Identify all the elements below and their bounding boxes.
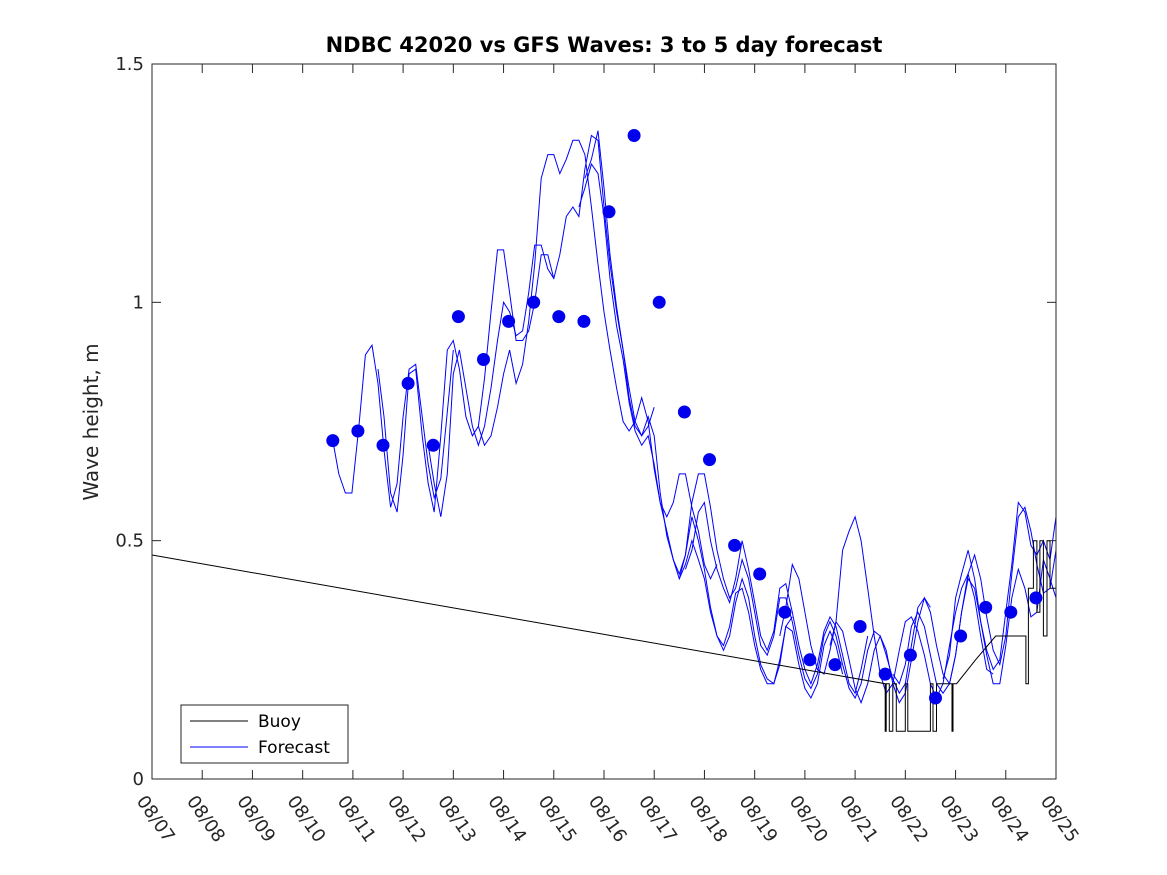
forecast-point [627, 129, 641, 142]
forecast-point [703, 453, 716, 467]
series-layer [151, 130, 1057, 732]
x-tick-label: 08/18 [684, 792, 731, 847]
x-tick-label: 08/14 [483, 792, 530, 847]
plot-area [151, 63, 1057, 780]
forecast-point [326, 434, 340, 448]
chart-title: NDBC 42020 vs GFS Waves: 3 to 5 day fore… [326, 33, 883, 57]
forecast-line-5 [578, 162, 793, 685]
forecast-point [853, 620, 867, 633]
forecast-point [1029, 591, 1043, 605]
forecast-line-12 [829, 515, 994, 700]
forecast-point [778, 605, 792, 619]
y-tick-label: 0.5 [115, 531, 144, 552]
y-axis-label: Wave height, m [79, 343, 103, 500]
x-tick-label: 08/19 [735, 792, 782, 847]
x-tick-label: 08/24 [986, 792, 1033, 847]
x-tick-label: 08/10 [283, 792, 330, 847]
forecast-line-9 [892, 506, 1057, 695]
forecast-point [426, 438, 440, 452]
forecast-point [577, 314, 591, 328]
legend-buoy-label: Buoy [258, 712, 301, 732]
x-tick-label: 08/08 [182, 792, 229, 847]
x-tick-label: 08/17 [634, 792, 681, 847]
forecast-point [803, 653, 817, 667]
forecast-point [1004, 605, 1018, 619]
forecast-point [351, 424, 365, 438]
forecast-point [376, 438, 390, 452]
forecast-point [602, 205, 616, 219]
plot-background [152, 64, 1056, 779]
forecast-point [652, 295, 666, 309]
x-tick-label: 08/13 [433, 792, 480, 847]
legend-forecast-label: Forecast [258, 738, 330, 758]
x-tick-label: 08/07 [132, 792, 179, 847]
forecast-point [753, 567, 767, 581]
x-tick-label: 08/09 [232, 792, 279, 847]
y-tick-label: 0 [133, 769, 144, 790]
x-tick-label: 08/15 [534, 792, 581, 847]
y-axis: 0 0.5 1 1.5 [115, 54, 1056, 790]
x-tick-label: 08/23 [935, 792, 982, 847]
forecast-point [728, 538, 742, 552]
forecast-point [878, 667, 892, 681]
x-tick-label: 08/16 [584, 792, 631, 847]
forecast-point [502, 314, 516, 328]
forecast-point [677, 405, 691, 419]
forecast-line-3 [427, 134, 655, 517]
x-tick-label: 08/12 [383, 792, 430, 847]
points-layer [326, 129, 1043, 705]
x-tick-label: 08/25 [1036, 792, 1083, 847]
forecast-point [954, 629, 968, 643]
y-tick-label: 1 [133, 292, 144, 313]
buoy-line [151, 540, 1056, 732]
forecast-point [527, 295, 541, 309]
forecast-point [979, 600, 993, 614]
forecast-point [451, 310, 465, 324]
forecast-point [903, 648, 917, 662]
forecast-point [929, 691, 942, 705]
forecast-line-4 [477, 139, 718, 581]
forecast-line-2 [377, 249, 555, 513]
x-tick-label: 08/21 [835, 792, 882, 847]
y-tick-label: 1.5 [115, 54, 144, 75]
x-tick-label: 08/20 [785, 792, 832, 847]
legend-box [180, 704, 349, 764]
legend: Buoy Forecast [180, 704, 349, 764]
forecast-point [477, 353, 490, 366]
x-tick-label: 08/11 [333, 792, 380, 847]
x-tick-label: 08/22 [885, 792, 932, 847]
forecast-point [401, 376, 415, 390]
forecast-line-11 [684, 501, 869, 695]
forecast-line-1 [332, 343, 454, 508]
forecast-point [552, 310, 566, 324]
forecast-point [828, 658, 842, 672]
